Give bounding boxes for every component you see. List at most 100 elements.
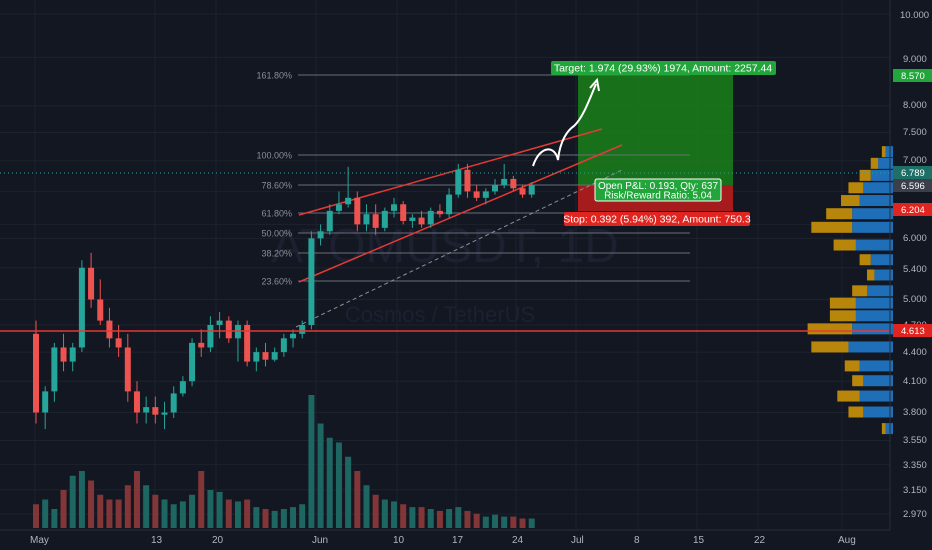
volume-profile-down	[881, 423, 886, 435]
volume-bar	[51, 509, 58, 528]
volume-bar	[391, 501, 398, 528]
dashed-trend-line[interactable]	[295, 169, 623, 328]
candle-body	[372, 214, 379, 228]
fib-level-label: 100.00%	[256, 151, 292, 161]
fib-level-label: 78.60%	[261, 181, 292, 191]
candle-body	[198, 342, 205, 348]
time-tick: 10	[393, 535, 405, 546]
candle-body	[299, 324, 306, 334]
time-tick: 8	[634, 535, 640, 546]
volume-bar	[143, 485, 150, 528]
volume-profile-up	[859, 195, 893, 207]
candle-body	[418, 217, 425, 225]
candle-body	[308, 238, 315, 325]
volume-profile-down	[829, 297, 856, 309]
target-label[interactable]: Target: 1.974 (29.93%) 1974, Amount: 225…	[551, 61, 776, 75]
price-tick: 3.800	[903, 407, 927, 418]
candle-body	[501, 178, 508, 186]
volume-profile-down	[807, 323, 853, 335]
candle-body	[409, 217, 416, 221]
candle-body	[510, 178, 517, 189]
volume-profile-down	[826, 208, 853, 220]
volume-profile-up	[855, 297, 893, 309]
pnl-label[interactable]: Open P&L: 0.193, Qty: 637 Risk/Reward Ra…	[594, 178, 722, 202]
price-axis[interactable]: 10.000 9.000 8.000 7.500 7.000 6.000 5.4…	[889, 0, 932, 530]
projection-path[interactable]	[532, 83, 597, 167]
volume-bar	[492, 514, 498, 528]
candle-body	[106, 320, 113, 339]
pnl-label-text: Open P&L: 0.193, Qty: 637	[598, 181, 719, 192]
risk-reward-text: Risk/Reward Ratio: 5.04	[604, 191, 712, 202]
volume-profile-down	[852, 375, 864, 387]
candle-body	[262, 352, 269, 360]
volume-bar	[409, 507, 416, 528]
volume-bar	[446, 509, 453, 528]
candlesticks	[33, 163, 535, 430]
volume-profile-down	[811, 221, 853, 233]
candle-body	[69, 347, 76, 362]
candle-body	[78, 267, 85, 348]
volume-profile-up	[852, 323, 893, 335]
volume-bar	[381, 499, 388, 528]
volume-bar	[427, 509, 434, 528]
candle-body	[143, 407, 150, 413]
target-label-text: Target: 1.974 (29.93%) 1974, Amount: 225…	[554, 63, 772, 75]
volume-bar	[372, 494, 379, 528]
profit-zone[interactable]	[578, 75, 733, 185]
projection-arrow-icon	[589, 77, 600, 92]
candle-body	[115, 338, 122, 348]
candle-body	[225, 320, 232, 339]
volume-bar	[69, 475, 76, 528]
volume-profile-up	[863, 182, 893, 194]
volume-bar	[106, 499, 113, 528]
candle-body	[244, 324, 251, 362]
candle-body	[345, 197, 352, 205]
candle-body	[317, 231, 324, 239]
time-tick: Aug	[838, 535, 856, 546]
watermark-name: Cosmos / TetherUS	[345, 302, 535, 327]
volume-profile-down	[881, 146, 886, 158]
volume-profile	[807, 146, 893, 435]
candle-body	[42, 391, 49, 413]
channel-lower-line[interactable]	[298, 144, 623, 283]
volume-bar	[124, 485, 131, 528]
candle-body	[381, 210, 388, 228]
candle-body	[455, 169, 462, 195]
price-tick: 3.550	[903, 435, 927, 446]
volume-bar	[519, 518, 526, 528]
candle-body	[170, 393, 177, 413]
time-tick: May	[30, 535, 49, 546]
fib-level-label: 161.80%	[256, 71, 292, 81]
price-tick: 3.350	[903, 460, 927, 471]
candle-body	[391, 204, 398, 211]
price-tick: 5.000	[903, 294, 927, 305]
price-badge-current	[893, 179, 932, 192]
volume-bar	[400, 504, 407, 528]
volume-profile-up	[852, 208, 893, 220]
volume-profile-down	[811, 341, 849, 353]
stop-label[interactable]: Stop: 0.392 (5.94%) 392, Amount: 750.3	[563, 212, 751, 226]
volume-profile-down	[848, 406, 864, 418]
candle-body	[354, 197, 361, 225]
candle-body	[60, 347, 67, 362]
price-tick: 4.100	[903, 376, 927, 387]
volume-bar	[354, 471, 361, 528]
time-tick: 20	[212, 535, 224, 546]
volume-profile-down	[870, 157, 879, 169]
volume-profile-down	[833, 239, 856, 251]
candle-body	[492, 185, 498, 192]
price-badge-target-text: 8.570	[901, 71, 925, 82]
volume-bar	[271, 510, 278, 528]
price-tick: 4.400	[903, 347, 927, 358]
candle-body	[335, 204, 342, 211]
price-tick: 10.000	[900, 10, 929, 21]
volume-profile-up	[878, 157, 893, 169]
candle-body	[363, 214, 370, 225]
volume-bar	[88, 480, 95, 528]
price-tick: 2.970	[903, 509, 927, 520]
volume-bar	[198, 471, 205, 528]
time-axis[interactable]: May 13 20 Jun 10 17 24 Jul 8 15 22 Aug	[0, 529, 890, 546]
time-tick: 24	[512, 535, 524, 546]
price-tick: 8.000	[903, 100, 927, 111]
